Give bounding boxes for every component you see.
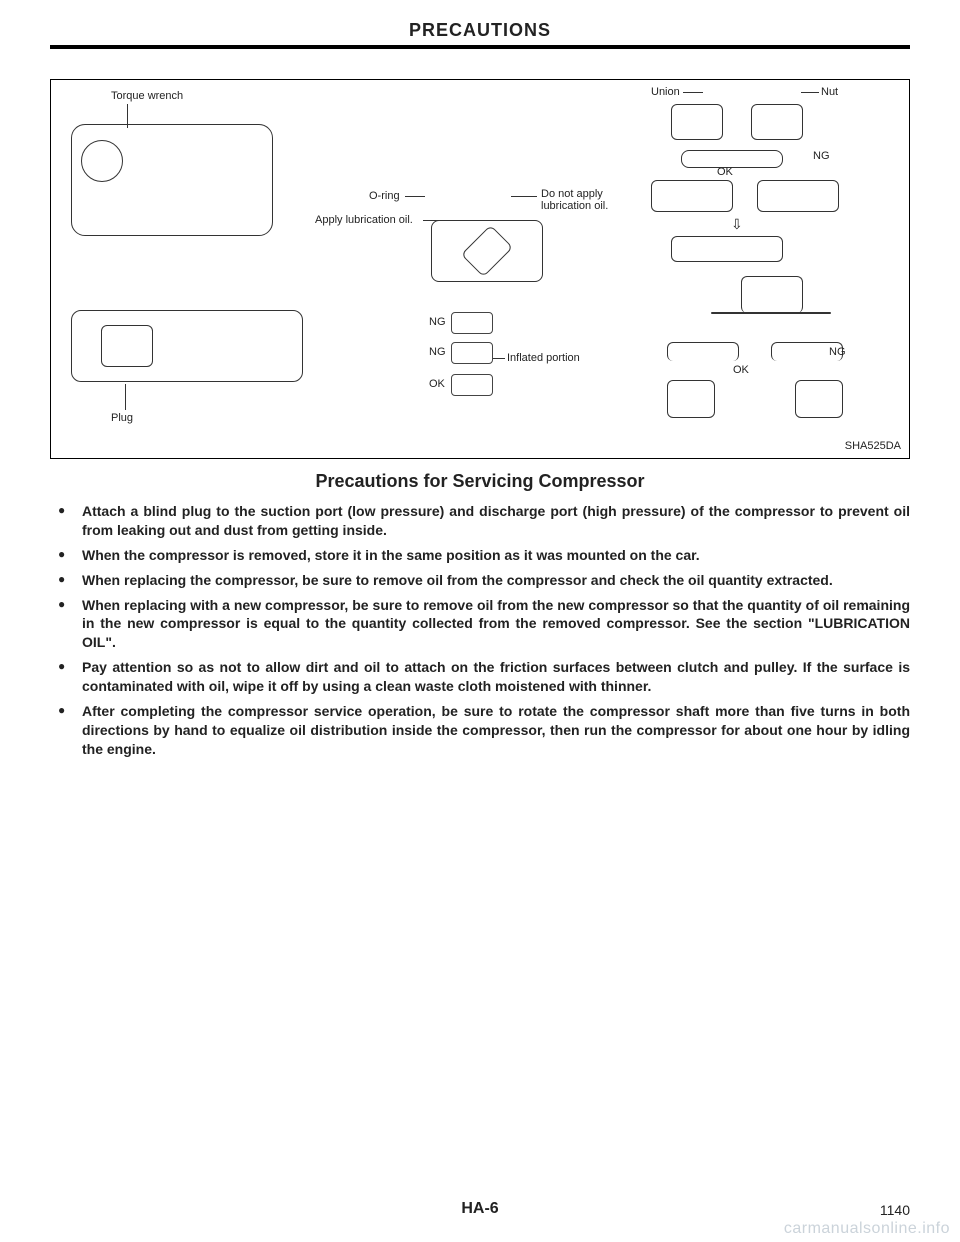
watermark: carmanualsonline.info xyxy=(784,1220,950,1238)
list-item: When replacing with a new compressor, be… xyxy=(54,596,910,653)
label-inflated: Inflated portion xyxy=(507,352,580,364)
label-nut: Nut xyxy=(821,86,838,98)
sketch-base-r xyxy=(795,380,843,418)
label-ok3: OK xyxy=(733,364,749,376)
sketch-nut xyxy=(751,104,803,140)
leader xyxy=(125,384,126,410)
label-torque-wrench: Torque wrench xyxy=(111,90,183,102)
subheading: Precautions for Servicing Compressor xyxy=(50,471,910,492)
sketch-plug-body xyxy=(101,325,153,367)
list-item: Attach a blind plug to the suction port … xyxy=(54,502,910,540)
leader xyxy=(801,92,819,93)
sketch-bracket-top xyxy=(741,276,803,313)
sketch-bracket-line xyxy=(711,312,831,314)
label-apply-oil: Apply lubrication oil. xyxy=(315,214,413,226)
list-item: Pay attention so as not to allow dirt an… xyxy=(54,658,910,696)
sketch-fit-c xyxy=(671,236,783,262)
label-ng1: NG xyxy=(429,316,446,328)
label-ng2: NG xyxy=(429,346,446,358)
footer-section: HA-6 xyxy=(0,1200,960,1218)
label-union: Union xyxy=(651,86,680,98)
manual-page: PRECAUTIONS Torque wrench Plug O-ring Ap… xyxy=(0,0,960,1242)
sketch-bracket-l xyxy=(667,342,739,361)
sketch-union xyxy=(671,104,723,140)
leader xyxy=(683,92,703,93)
label-plug: Plug xyxy=(111,412,133,424)
sketch-ng1 xyxy=(451,312,493,334)
sketch-base-l xyxy=(667,380,715,418)
figure-box: Torque wrench Plug O-ring Apply lubricat… xyxy=(50,79,910,459)
leader xyxy=(493,358,505,359)
sketch-wrench-part xyxy=(81,140,123,182)
label-o-ring: O-ring xyxy=(369,190,400,202)
sketch-ok1 xyxy=(451,374,493,396)
sketch-ng2 xyxy=(451,342,493,364)
page-title: PRECAUTIONS xyxy=(50,20,910,49)
label-ok2: OK xyxy=(717,166,733,178)
leader xyxy=(511,196,537,197)
arrow-down-icon: ⇩ xyxy=(731,216,743,233)
list-item: After completing the compressor service … xyxy=(54,702,910,759)
list-item: When replacing the compressor, be sure t… xyxy=(54,571,910,590)
label-ng3: NG xyxy=(813,150,830,162)
leader xyxy=(405,196,425,197)
label-ng4: NG xyxy=(829,346,846,358)
sketch-fit-a xyxy=(651,180,733,212)
bullet-list: Attach a blind plug to the suction port … xyxy=(50,502,910,759)
list-item: When the compressor is removed, store it… xyxy=(54,546,910,565)
label-ok1: OK xyxy=(429,378,445,390)
sketch-fit-b xyxy=(757,180,839,212)
label-do-not-apply: Do not apply lubrication oil. xyxy=(541,188,608,212)
figure-id: SHA525DA xyxy=(845,440,901,452)
page-number: 1140 xyxy=(880,1202,910,1218)
